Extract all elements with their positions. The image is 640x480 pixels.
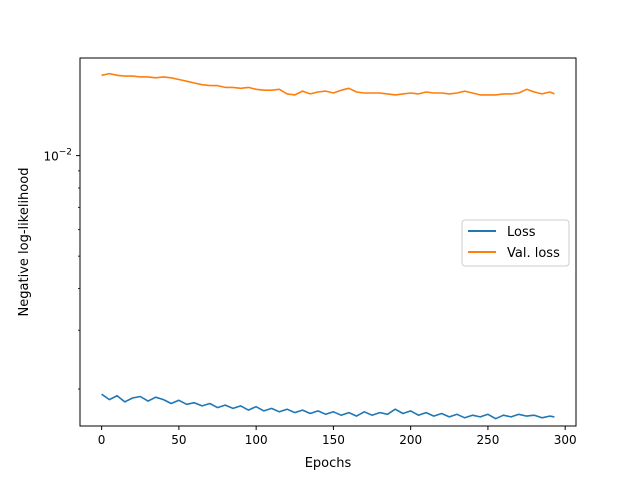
x-tick-label: 150 — [322, 433, 345, 447]
x-axis: 0 50 100 150 200 250 300 — [98, 426, 577, 447]
series-line-val-loss — [101, 72, 555, 96]
legend: Loss Val. loss — [461, 219, 570, 267]
series-layer — [101, 72, 555, 420]
y-axis-label: Negative log-likelihood — [17, 168, 32, 317]
x-tick-label: 0 — [98, 433, 106, 447]
y-tick-label: 10−2 — [43, 148, 72, 164]
legend-label-val-loss: Val. loss — [507, 246, 560, 261]
x-tick-label: 100 — [245, 433, 268, 447]
plot-frame — [79, 57, 577, 427]
series-line-loss — [101, 393, 555, 420]
x-tick-label: 50 — [171, 433, 186, 447]
y-axis: 10−2 — [43, 148, 80, 390]
x-axis-label: Epochs — [305, 456, 352, 471]
x-tick-label: 200 — [399, 433, 422, 447]
x-tick-label: 250 — [476, 433, 499, 447]
legend-label-loss: Loss — [507, 225, 536, 240]
x-tick-label: 300 — [554, 433, 577, 447]
